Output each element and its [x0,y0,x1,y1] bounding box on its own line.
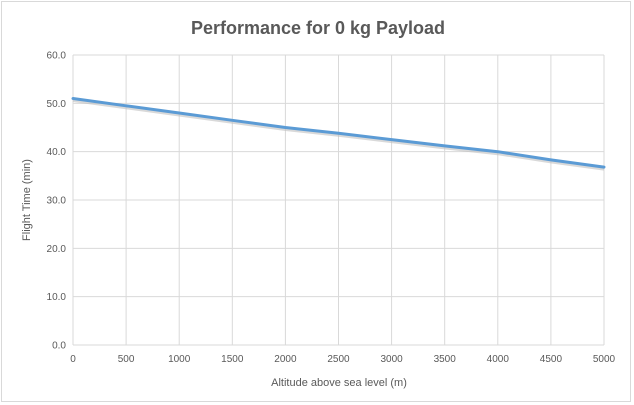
x-tick-label: 0 [70,354,76,365]
x-tick-label: 1000 [168,354,191,365]
y-axis-label: Flight Time (min) [21,159,33,241]
x-tick-label: 500 [118,354,135,365]
y-tick-label: 60.0 [47,51,67,62]
x-tick-label: 1500 [221,354,244,365]
x-axis-label: Altitude above sea level (m) [271,377,407,389]
series-line [71,97,606,169]
x-tick-label: 4500 [540,354,563,365]
chart-grid [72,54,605,346]
y-tick-label: 10.0 [47,292,67,303]
series-line-shadow [72,99,605,171]
chart-title: Performance for 0 kg Payload [191,18,445,38]
y-axis-ticks: 0.0 10.0 20.0 30.0 40.0 50.0 60.0 [47,51,67,352]
y-tick-label: 30.0 [47,196,67,207]
x-tick-label: 2000 [274,354,297,365]
x-tick-label: 4000 [487,354,510,365]
y-tick-label: 0.0 [52,341,66,352]
x-tick-label: 3500 [434,354,457,365]
chart-series [71,97,606,171]
x-tick-label: 2500 [327,354,350,365]
y-tick-label: 50.0 [47,99,67,110]
x-tick-label: 3000 [380,354,403,365]
x-tick-label: 5000 [593,354,616,365]
x-axis-ticks: 0 500 1000 1500 2000 2500 3000 3500 4000 4500 5000 [70,354,615,365]
y-tick-label: 40.0 [47,147,67,158]
y-tick-label: 20.0 [47,244,67,255]
